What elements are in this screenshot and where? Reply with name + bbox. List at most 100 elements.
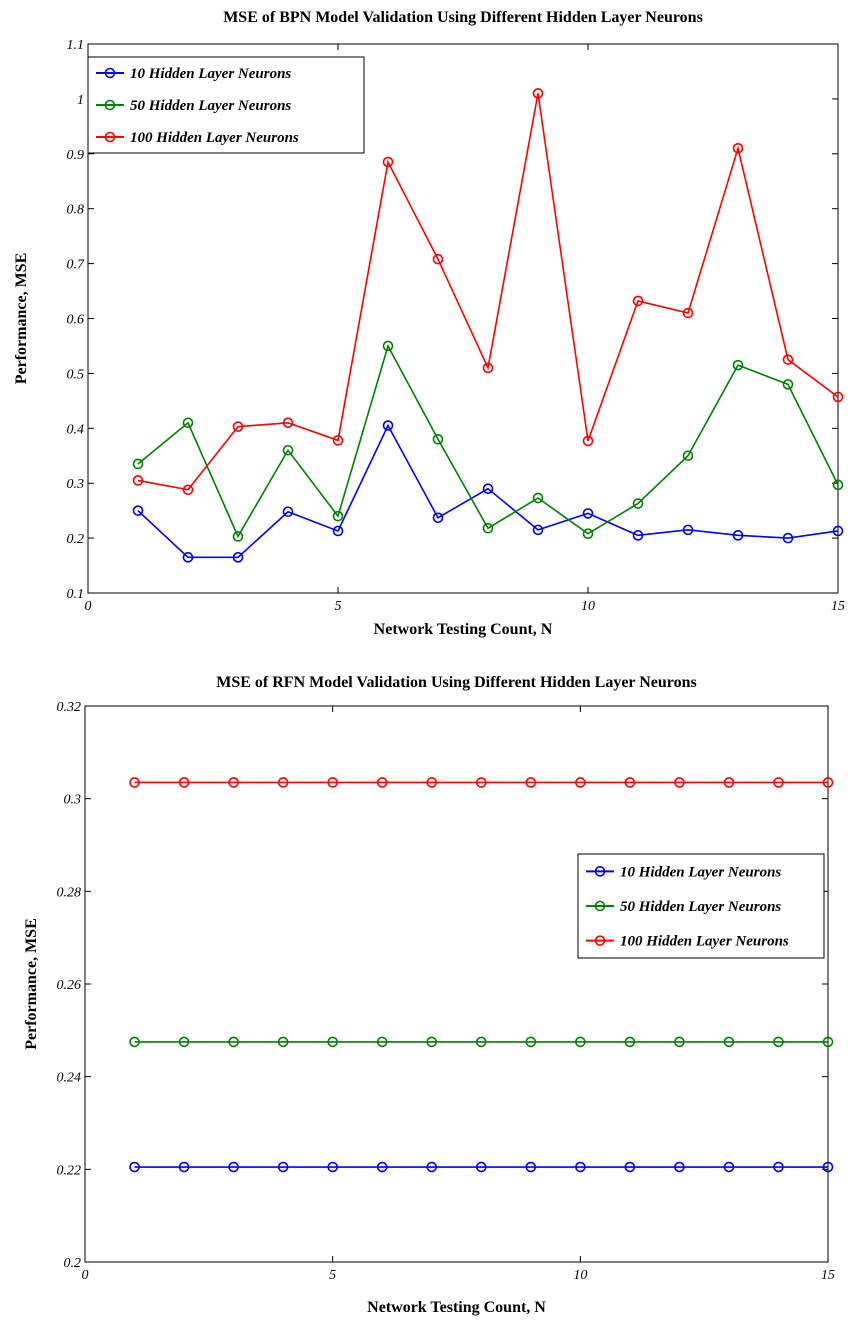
y-tick-label: 1 (77, 93, 84, 108)
data-point (182, 484, 194, 496)
series-2 (132, 340, 844, 542)
data-point (582, 508, 594, 519)
legend-marker (594, 900, 606, 912)
data-point (382, 156, 394, 168)
data-point (475, 1161, 487, 1173)
data-point (582, 528, 594, 540)
data-point (575, 1161, 586, 1173)
data-point (782, 354, 794, 365)
data-point (327, 1161, 338, 1173)
data-point (674, 777, 685, 788)
chart-panel-1: MSE of BPN Model Validation Using Differ… (13, 9, 845, 638)
data-point (682, 450, 694, 462)
data-point (525, 1161, 537, 1173)
data-point (277, 777, 289, 788)
data-point (723, 1036, 735, 1048)
x-tick-label: 5 (335, 599, 342, 614)
data-point (632, 530, 644, 541)
series-3 (129, 777, 834, 788)
legend-marker (104, 131, 116, 143)
legend: 10 Hidden Layer Neurons 50 Hidden Layer N… (87, 56, 365, 154)
data-point (282, 506, 294, 518)
legend-entry: 100 Hidden Layer Neurons (130, 130, 299, 146)
y-tick-label: 0.26 (57, 978, 82, 993)
data-point (432, 253, 444, 265)
data-point (327, 1036, 338, 1048)
y-tick-label: 0.28 (57, 885, 82, 900)
x-tick-label: 5 (329, 1268, 336, 1283)
data-point (178, 1161, 190, 1173)
data-point (575, 777, 586, 788)
data-point (129, 777, 140, 788)
y-tick-label: 0.32 (57, 700, 82, 715)
data-point (332, 525, 344, 537)
data-point (674, 1161, 685, 1173)
data-point (232, 421, 244, 432)
data-point (822, 1036, 834, 1048)
data-point (732, 530, 744, 541)
data-point (632, 498, 644, 509)
series-line (137, 343, 839, 539)
data-point (482, 362, 494, 374)
data-point (822, 1161, 834, 1173)
x-axis-label: Network Testing Count, N (367, 1299, 546, 1316)
plot-area (84, 705, 829, 1263)
y-tick-label: 0.6 (67, 313, 85, 328)
data-point (332, 435, 344, 446)
data-point (782, 532, 794, 544)
data-point (682, 524, 694, 536)
series-1 (129, 1161, 834, 1173)
legend-marker (594, 935, 606, 946)
data-point (382, 340, 394, 352)
data-point (277, 1161, 289, 1173)
data-point (232, 531, 244, 542)
data-point (682, 307, 694, 319)
data-point (282, 444, 294, 456)
y-tick-label: 0.2 (67, 532, 85, 547)
legend-marker (594, 866, 606, 877)
data-point (773, 1036, 784, 1048)
data-point (624, 1161, 636, 1173)
y-axis-label: Performance, MSE (13, 253, 30, 385)
data-point (178, 777, 190, 788)
legend-entry: 50 Hidden Layer Neurons (620, 899, 781, 915)
x-tick-label: 10 (581, 599, 595, 614)
x-tick-label: 15 (821, 1268, 835, 1283)
y-tick-label: 0.24 (57, 1071, 82, 1086)
data-point (674, 1036, 685, 1048)
data-point (182, 552, 194, 563)
data-point (232, 552, 244, 563)
data-point (382, 420, 394, 431)
x-tick-label: 0 (85, 599, 92, 614)
chart-title: MSE of RFN Model Validation Using Differ… (216, 674, 696, 691)
data-point (732, 143, 744, 154)
legend-box (87, 56, 365, 154)
y-tick-label: 0.3 (67, 477, 85, 492)
data-point (532, 88, 544, 99)
series-line (137, 423, 839, 559)
data-point (773, 1161, 784, 1173)
y-tick-label: 0.2 (64, 1256, 82, 1271)
data-point (376, 1161, 388, 1173)
data-point (582, 435, 594, 447)
y-tick-label: 0.8 (67, 203, 85, 218)
y-tick-label: 0.5 (67, 367, 85, 382)
y-tick-label: 0.1 (67, 587, 85, 602)
data-point (723, 777, 735, 788)
data-point (376, 1036, 388, 1048)
data-point (426, 1161, 438, 1173)
data-point (632, 295, 644, 307)
data-point (376, 777, 388, 788)
data-point (228, 1161, 239, 1173)
x-axis-label: Network Testing Count, N (374, 621, 553, 638)
data-point (732, 359, 744, 371)
data-point (532, 492, 544, 504)
data-point (228, 777, 239, 788)
x-tick-label: 15 (831, 599, 845, 614)
data-point (525, 777, 537, 788)
x-tick-label: 10 (573, 1268, 587, 1283)
data-point (327, 777, 338, 788)
y-tick-label: 1.1 (67, 38, 85, 53)
x-tick-label: 0 (82, 1268, 89, 1283)
